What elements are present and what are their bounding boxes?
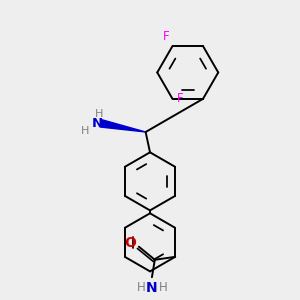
Text: H: H — [80, 126, 89, 136]
Text: H: H — [95, 109, 103, 119]
Text: F: F — [177, 92, 184, 105]
Text: F: F — [163, 30, 169, 43]
Text: H: H — [159, 281, 167, 294]
Text: N: N — [146, 281, 158, 295]
Text: N: N — [92, 117, 103, 130]
Text: H: H — [136, 281, 145, 294]
Text: O: O — [124, 236, 136, 250]
Polygon shape — [100, 120, 146, 132]
